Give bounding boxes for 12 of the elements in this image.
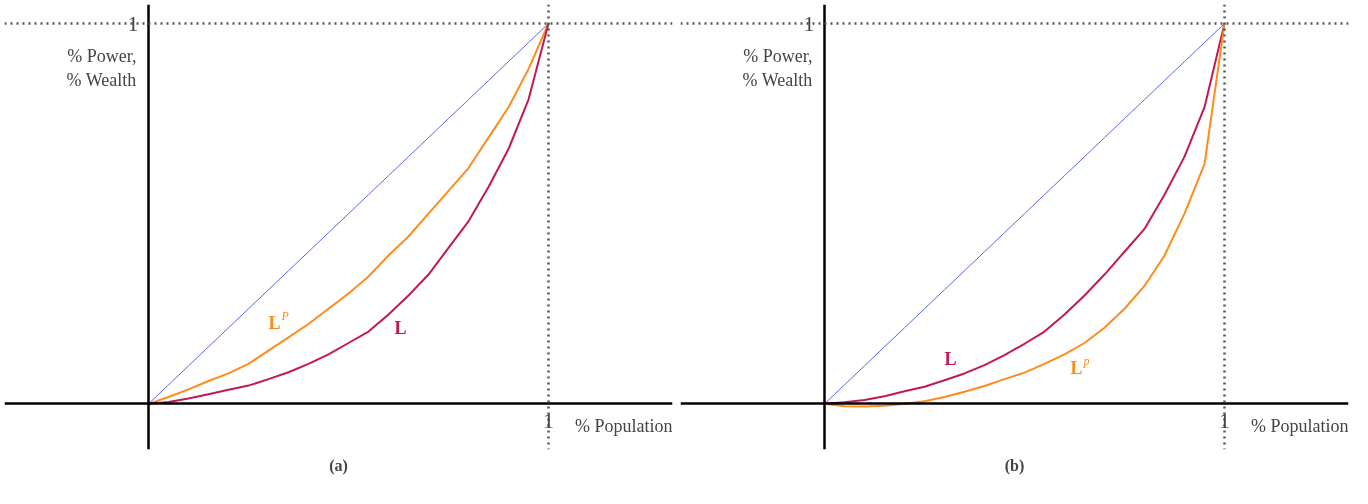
x-axis-title: % Population <box>1251 415 1349 436</box>
series-label: L <box>394 318 407 339</box>
x-axis-title: % Population <box>575 415 673 436</box>
annotation: 1 <box>127 10 139 36</box>
text: (a) <box>329 456 348 475</box>
text: 1 <box>543 407 554 433</box>
text: 1 <box>1219 407 1230 433</box>
y-axis-title: % Power, % Wealth <box>742 45 813 90</box>
y-axis-title: % Power, % Wealth <box>66 45 137 90</box>
annotation: 1 <box>803 10 815 36</box>
text: (b) <box>1004 456 1025 475</box>
series-label: L <box>944 349 957 370</box>
